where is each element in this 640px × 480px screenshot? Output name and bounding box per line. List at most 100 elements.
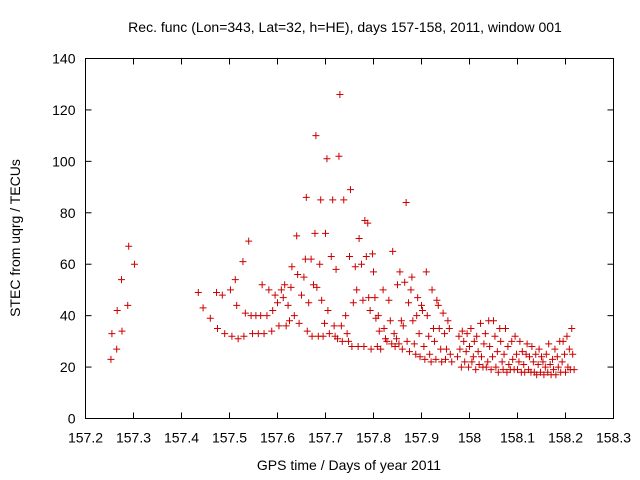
data-point [258,281,266,289]
data-point [541,363,549,371]
data-point [514,366,521,374]
axis-ticks [85,58,614,419]
data-point [484,358,492,366]
data-point [460,337,468,345]
data-point [434,301,442,309]
data-point [413,312,421,320]
data-point [281,281,289,289]
data-point [383,337,391,345]
x-tick-label: 157.6 [260,430,295,446]
y-tick-label: 100 [52,153,76,169]
data-point [472,366,480,374]
data-point [489,353,497,361]
x-tick-label: 158 [458,430,482,446]
data-point [491,332,499,340]
data-point [294,271,302,278]
data-point [423,312,431,320]
data-point [345,337,353,345]
data-point [532,350,540,358]
data-point [329,196,337,204]
data-point [284,301,292,309]
data-point [398,345,406,353]
data-point [113,307,121,314]
data-point [348,343,356,350]
data-point [493,348,501,356]
data-point [406,348,413,356]
data-point [369,250,377,258]
data-point [300,273,308,281]
data-point [421,355,429,363]
data-point [474,348,482,356]
data-point [279,294,287,302]
data-point [282,322,290,330]
data-point [380,325,388,332]
data-point [535,345,543,353]
data-point [454,353,461,361]
data-point [407,286,415,294]
y-tick-labels: 0 20 40 60 80 100 120 140 [52,51,76,427]
data-point [487,366,495,374]
x-tick-label: 158.2 [548,430,583,446]
data-point [118,327,126,335]
data-point [396,268,404,276]
data-point [397,317,405,325]
data-point [446,350,454,358]
data-point [511,332,519,340]
data-point [482,363,490,371]
data-point [416,353,424,361]
data-point [505,361,513,368]
x-tick-label: 157.5 [212,430,247,446]
data-point [234,335,242,343]
data-point [403,337,411,345]
data-point [214,325,221,332]
data-point [546,361,554,368]
data-point [552,371,560,379]
data-point [313,283,321,291]
data-point [529,358,537,366]
data-point [295,319,303,327]
data-point [565,345,573,353]
data-point [394,281,401,289]
data-point [390,330,398,338]
data-point [130,260,138,268]
data-point [563,332,571,340]
data-point [374,312,382,320]
y-tick-label: 80 [60,205,76,221]
data-point [513,350,521,358]
data-point [362,253,370,260]
data-point [526,353,533,361]
data-point [405,299,413,307]
data-point [377,345,385,353]
data-point [366,307,374,314]
x-tick-label: 157.9 [404,430,439,446]
data-point [523,340,531,348]
data-point [428,286,436,294]
data-point [335,152,343,160]
x-tick-label: 157.7 [308,430,343,446]
data-point [353,286,361,294]
data-point [371,294,379,302]
data-point [504,343,512,350]
data-point [303,327,311,335]
data-point [370,268,377,276]
data-point [562,368,569,376]
data-point [288,263,296,271]
data-point [465,363,473,371]
data-point [432,355,440,363]
data-point [298,291,305,299]
data-point [516,337,524,345]
data-point [520,361,528,368]
data-point [439,309,447,317]
data-point [263,312,271,320]
data-point [290,312,298,320]
data-point [539,358,547,366]
data-point [430,337,438,345]
data-point [221,330,229,338]
data-point [316,260,324,268]
data-point [360,343,368,350]
data-point [515,358,523,366]
data-point [457,363,465,371]
y-tick-label: 140 [52,51,76,67]
data-point [444,317,452,325]
data-point [286,317,293,325]
